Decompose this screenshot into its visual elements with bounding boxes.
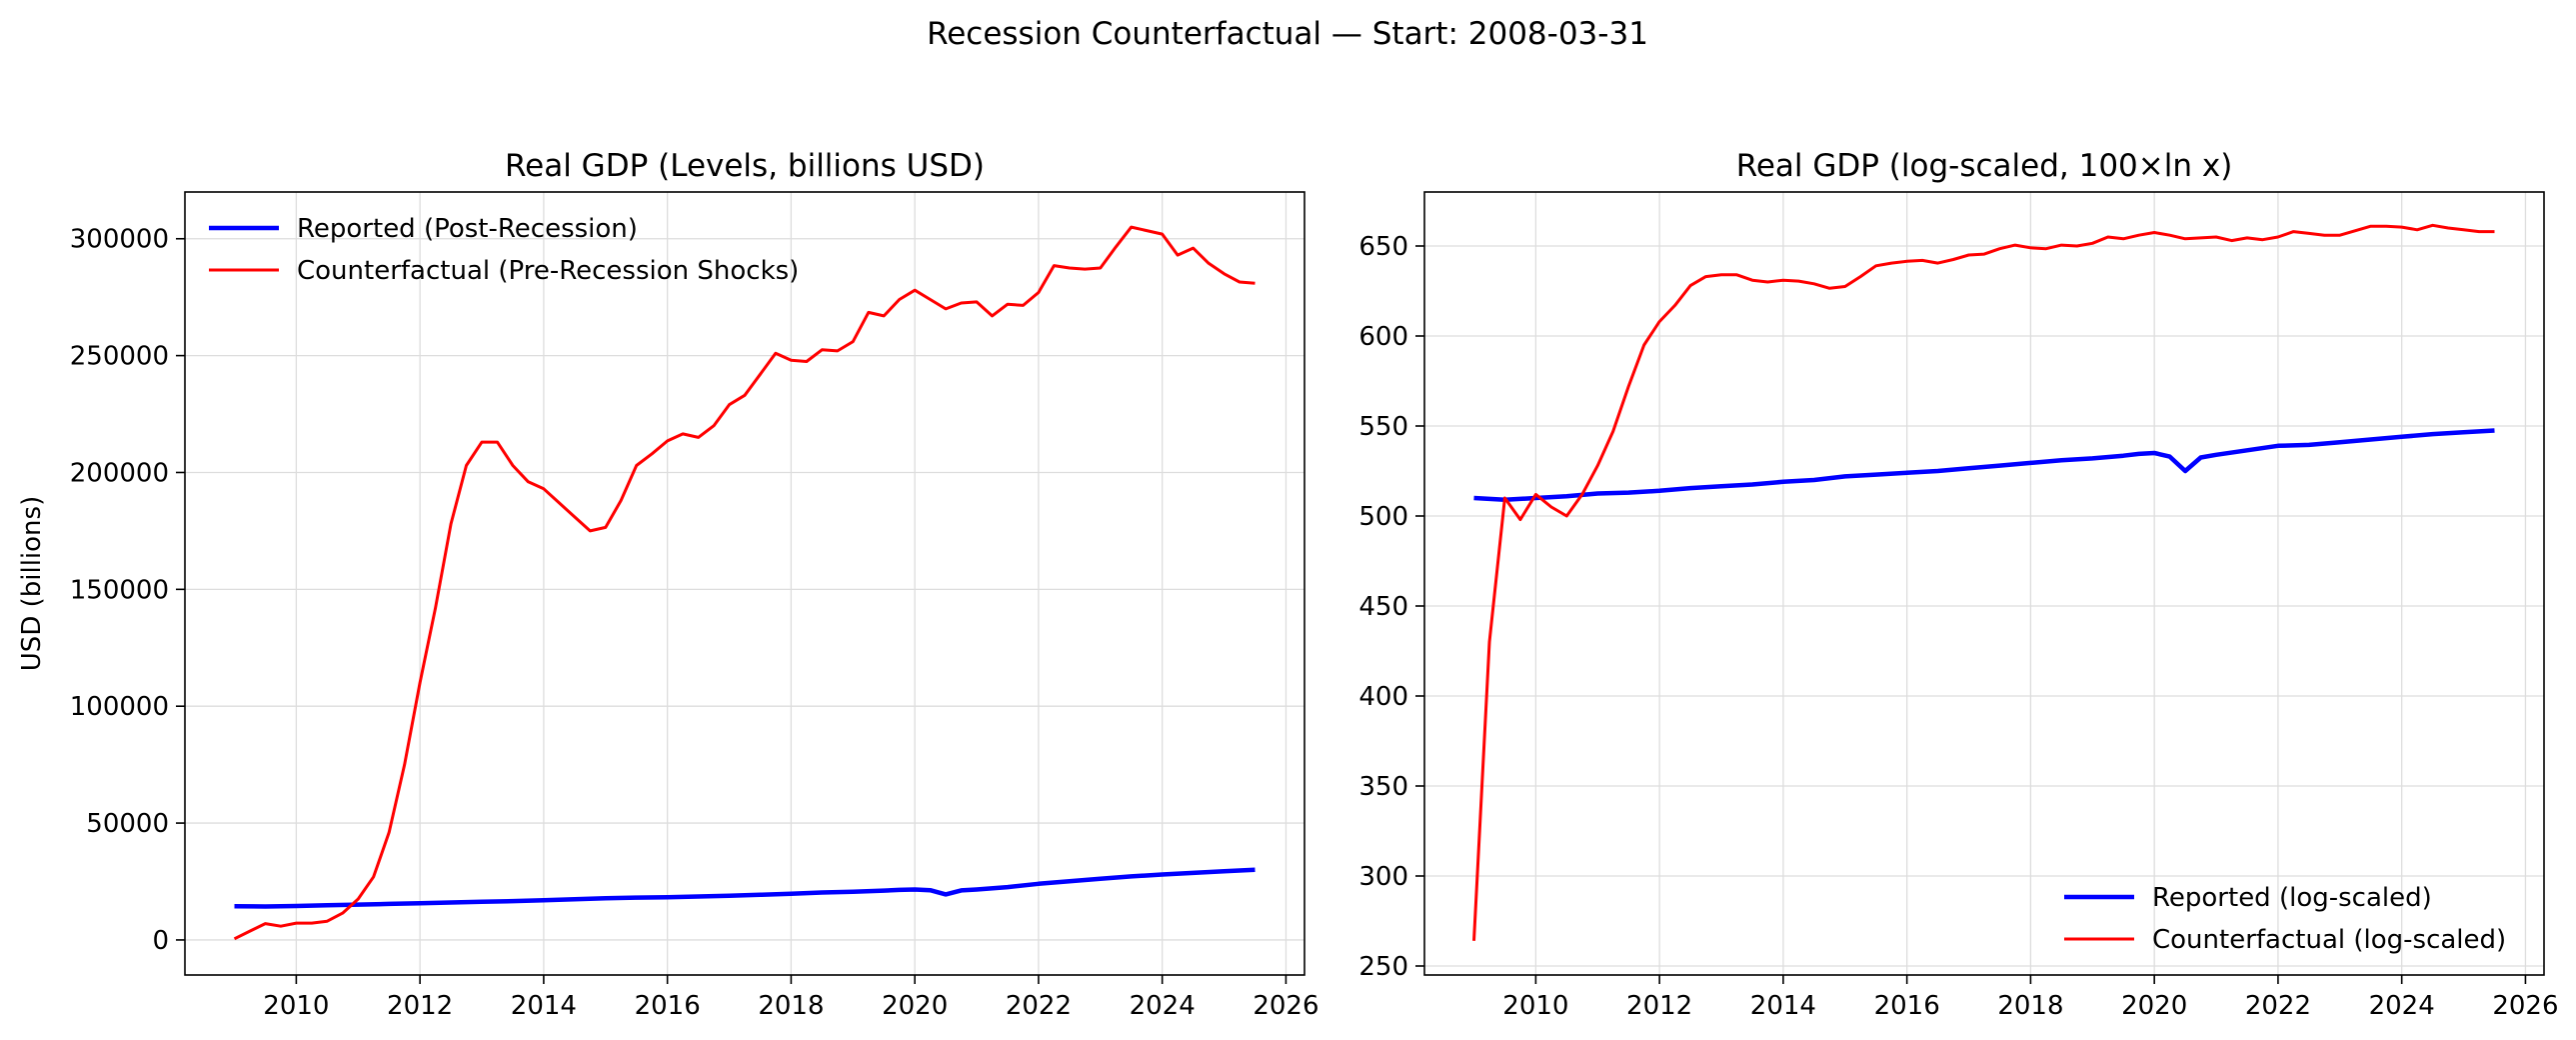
log-y-tick-label: 550 [1358, 412, 1408, 442]
levels-y-tick-label: 50000 [86, 809, 169, 839]
log-x-tick-label: 2014 [1750, 991, 1816, 1021]
log-y-tick-label: 300 [1358, 862, 1408, 892]
levels-y-tick-label: 200000 [70, 458, 169, 488]
log-x-tick-label: 2018 [1997, 991, 2063, 1021]
levels-series-reported-line [234, 867, 1256, 909]
levels-legend-label: Counterfactual (Pre-Recession Shocks) [297, 256, 799, 286]
log-legend-label: Counterfactual (log-scaled) [2152, 925, 2506, 955]
levels-series-counterfactual-line [233, 225, 1256, 941]
levels-x-tick-label: 2012 [387, 991, 453, 1021]
log-y-tick-label: 250 [1358, 952, 1408, 982]
levels-x-tick-label: 2026 [1253, 991, 1318, 1021]
levels-x-tick-label: 2024 [1130, 991, 1196, 1021]
log-x-tick-label: 2024 [2369, 991, 2435, 1021]
log-legend-label: Reported (log-scaled) [2152, 883, 2432, 913]
levels-y-tick-label: 150000 [70, 575, 169, 605]
log-series-counterfactual-line [1472, 223, 2495, 941]
log-x-tick-label: 2016 [1874, 991, 1940, 1021]
log-y-tick-label: 650 [1358, 232, 1408, 262]
levels-x-tick-label: 2016 [635, 991, 701, 1021]
levels-chart-title: Real GDP (Levels, billions USD) [505, 148, 985, 184]
levels-x-tick-label: 2014 [511, 991, 577, 1021]
log-y-tick-label: 450 [1358, 592, 1408, 622]
figure-suptitle: Recession Counterfactual — Start: 2008-0… [927, 16, 1648, 52]
log-y-tick-label: 600 [1358, 322, 1408, 352]
log-chart-title: Real GDP (log-scaled, 100×ln x) [1736, 148, 2233, 184]
log-y-tick-label: 500 [1358, 502, 1408, 532]
log-x-tick-label: 2020 [2121, 991, 2187, 1021]
levels-x-tick-label: 2010 [263, 991, 329, 1021]
log-x-tick-label: 2012 [1626, 991, 1692, 1021]
levels-y-axis-label: USD (billions) [17, 496, 47, 671]
levels-legend-label: Reported (Post-Recession) [297, 214, 638, 244]
levels-axes-frame [184, 191, 1305, 976]
log-series-reported-line [1473, 428, 2495, 503]
levels-x-tick-label: 2022 [1006, 991, 1072, 1021]
log-x-tick-label: 2010 [1502, 991, 1568, 1021]
log-y-tick-label: 350 [1358, 772, 1408, 802]
levels-x-tick-label: 2018 [758, 991, 824, 1021]
log-x-tick-label: 2022 [2245, 991, 2311, 1021]
levels-x-tick-label: 2020 [882, 991, 948, 1021]
levels-chart-panel: 2010 2012 2014 2016 2018 2020 2022 2024 2026 0 500… [17, 148, 1319, 1021]
log-y-tick-label: 400 [1358, 682, 1408, 712]
levels-y-tick-label: 250000 [70, 342, 169, 372]
log-x-tick-label: 2026 [2492, 991, 2558, 1021]
levels-y-tick-label: 300000 [70, 225, 169, 255]
log-chart-panel: 2010 2012 2014 2016 2018 2020 2022 2024 2026 250 3… [1358, 148, 2558, 1021]
levels-y-tick-label: 0 [152, 926, 169, 956]
log-axes-frame [1423, 191, 2545, 976]
levels-y-tick-label: 100000 [70, 692, 169, 722]
